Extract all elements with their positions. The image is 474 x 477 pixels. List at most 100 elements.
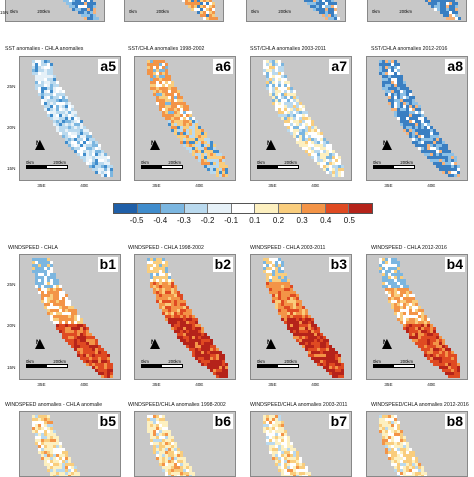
sea-cell xyxy=(156,454,159,457)
sea-cell xyxy=(299,324,302,327)
sea-cell xyxy=(424,318,427,321)
sea-cell xyxy=(168,445,171,448)
sea-cell xyxy=(47,285,50,288)
sea-cell xyxy=(204,165,207,168)
sea-cell xyxy=(433,363,436,366)
sea-cell xyxy=(278,421,281,424)
sea-cell xyxy=(53,460,56,463)
sea-cell xyxy=(385,87,388,90)
sea-cell xyxy=(92,168,95,171)
sea-cell xyxy=(83,138,86,141)
sea-cell xyxy=(171,87,174,90)
sea-cell xyxy=(65,460,68,463)
sea-cell xyxy=(320,138,323,141)
sea-cell xyxy=(156,60,159,63)
sea-cell xyxy=(293,336,296,339)
sea-cell xyxy=(403,457,406,460)
sea-cell xyxy=(177,321,180,324)
sea-cell xyxy=(451,174,454,177)
sea-cell xyxy=(317,336,320,339)
sea-cell xyxy=(168,469,171,472)
sea-cell xyxy=(323,156,326,159)
sea-cell xyxy=(394,427,397,430)
sea-cell xyxy=(415,339,418,342)
sea-cell xyxy=(281,300,284,303)
sea-cell xyxy=(203,11,206,14)
sea-cell xyxy=(53,445,56,448)
sea-cell xyxy=(156,297,159,300)
sea-cell xyxy=(177,469,180,472)
sea-cell xyxy=(266,418,269,421)
sea-cell xyxy=(287,117,290,120)
sea-cell xyxy=(400,321,403,324)
sea-cell xyxy=(225,369,228,372)
sea-cell xyxy=(427,141,430,144)
sea-cell xyxy=(400,276,403,279)
sea-cell xyxy=(216,351,219,354)
sea-cell xyxy=(284,108,287,111)
sea-cell xyxy=(299,339,302,342)
sea-cell xyxy=(284,87,287,90)
sea-cell xyxy=(62,448,65,451)
sea-cell xyxy=(403,327,406,330)
sea-cell xyxy=(332,372,335,375)
sea-cell xyxy=(168,451,171,454)
sea-cell xyxy=(385,273,388,276)
panel-label: b8 xyxy=(444,413,465,429)
sea-cell xyxy=(62,463,65,466)
sea-cell xyxy=(415,135,418,138)
sea-cell xyxy=(200,14,203,17)
sea-cell xyxy=(388,78,391,81)
sea-cell xyxy=(446,17,449,20)
sea-cell xyxy=(63,0,66,2)
sea-cell xyxy=(165,312,168,315)
sea-cell xyxy=(421,345,424,348)
sea-cell xyxy=(388,84,391,87)
sea-cell xyxy=(153,258,156,261)
sea-cell xyxy=(388,294,391,297)
sea-cell xyxy=(162,285,165,288)
sea-cell xyxy=(156,430,159,433)
lon-tick-label: 40E xyxy=(427,183,436,188)
sea-cell xyxy=(47,448,50,451)
sea-cell xyxy=(388,270,391,273)
sea-cell xyxy=(403,81,406,84)
sea-cell xyxy=(171,123,174,126)
sea-cell xyxy=(400,442,403,445)
sea-cell xyxy=(159,448,162,451)
sea-cell xyxy=(56,126,59,129)
sea-cell xyxy=(171,321,174,324)
sea-cell xyxy=(400,90,403,93)
sea-cell xyxy=(59,90,62,93)
sea-cell xyxy=(174,300,177,303)
sea-cell xyxy=(281,117,284,120)
sea-cell xyxy=(263,427,266,430)
sea-cell xyxy=(385,267,388,270)
panel-title-b8: WINDSPEED/CHLA anomalies 2012-2016 xyxy=(371,402,469,408)
sea-cell xyxy=(443,14,446,17)
sea-cell xyxy=(62,111,65,114)
sea-cell xyxy=(394,294,397,297)
sea-cell xyxy=(272,439,275,442)
sea-cell xyxy=(162,93,165,96)
sea-cell xyxy=(219,375,222,378)
sea-cell xyxy=(436,144,439,147)
sea-cell xyxy=(150,279,153,282)
sea-cell xyxy=(290,300,293,303)
sea-cell xyxy=(446,11,449,14)
sea-cell xyxy=(213,363,216,366)
sea-cell xyxy=(296,475,299,476)
sea-cell xyxy=(59,123,62,126)
sea-cell xyxy=(332,159,335,162)
sea-cell xyxy=(83,147,86,150)
sea-cell xyxy=(293,126,296,129)
sea-cell xyxy=(448,375,451,378)
sea-cell xyxy=(448,357,451,360)
sea-cell xyxy=(403,463,406,466)
sea-cell xyxy=(183,300,186,303)
sea-cell xyxy=(284,105,287,108)
sea-cell xyxy=(65,306,68,309)
sea-cell xyxy=(433,330,436,333)
sea-cell xyxy=(379,264,382,267)
sea-cell xyxy=(101,150,104,153)
